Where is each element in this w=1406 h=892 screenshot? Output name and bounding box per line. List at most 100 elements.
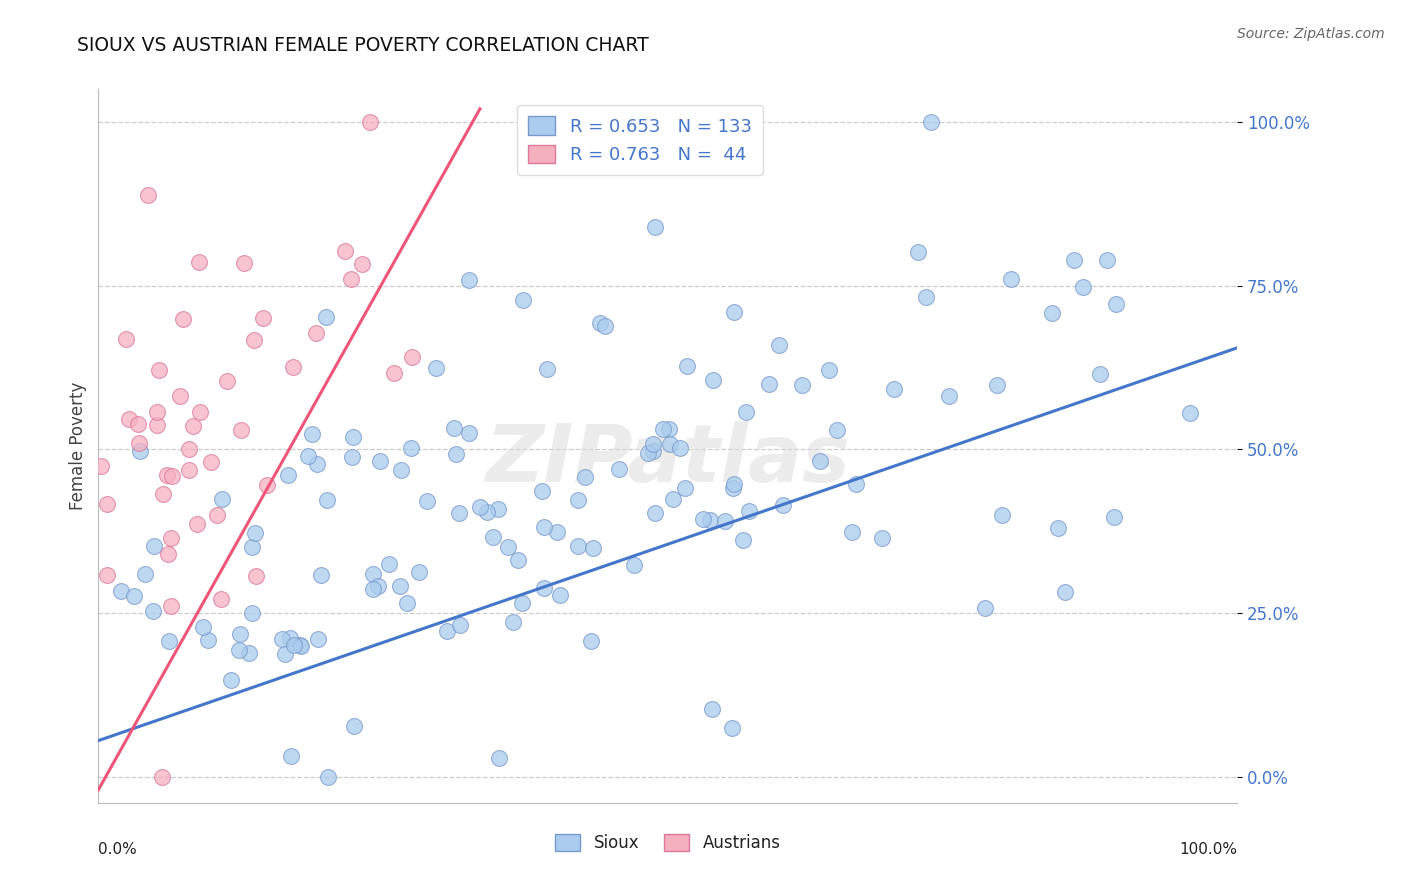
Point <box>359 115 381 129</box>
Point <box>152 487 174 501</box>
Point <box>1071 280 1094 294</box>
Point <box>197 633 219 648</box>
Point <box>96 568 118 582</box>
Point <box>651 422 673 436</box>
Point <box>283 639 305 653</box>
Point <box>361 567 384 582</box>
Point <box>662 492 685 507</box>
Point <box>1047 521 1070 535</box>
Point <box>134 566 156 581</box>
Point <box>1095 253 1118 268</box>
Point <box>1053 585 1076 599</box>
Point <box>209 591 232 606</box>
Point <box>772 498 794 512</box>
Point <box>110 583 132 598</box>
Point <box>367 579 389 593</box>
Point <box>408 565 430 579</box>
Point <box>673 481 696 495</box>
Point <box>641 444 664 458</box>
Point <box>702 372 724 386</box>
Point <box>211 491 233 506</box>
Point <box>449 618 471 632</box>
Point <box>307 457 329 471</box>
Point <box>240 540 263 554</box>
Point <box>883 382 905 396</box>
Point <box>340 450 363 464</box>
Point <box>593 318 616 333</box>
Point <box>669 442 692 456</box>
Point <box>309 568 332 582</box>
Point <box>252 310 274 325</box>
Point <box>425 361 447 376</box>
Point <box>498 541 520 555</box>
Point <box>280 749 302 764</box>
Point <box>245 569 267 583</box>
Point <box>307 632 329 646</box>
Text: 100.0%: 100.0% <box>1180 842 1237 857</box>
Point <box>229 423 252 437</box>
Point <box>457 426 479 441</box>
Point <box>531 484 554 499</box>
Point <box>723 476 745 491</box>
Point <box>157 634 180 648</box>
Point <box>278 632 301 646</box>
Point <box>920 115 942 129</box>
Point <box>546 524 568 539</box>
Point <box>700 702 723 716</box>
Point <box>316 770 339 784</box>
Point <box>271 632 294 647</box>
Point <box>90 458 112 473</box>
Point <box>790 378 813 392</box>
Point <box>242 334 264 348</box>
Point <box>915 290 938 304</box>
Point <box>146 418 169 433</box>
Point <box>315 310 337 324</box>
Point <box>129 443 152 458</box>
Point <box>641 437 664 451</box>
Point <box>758 376 780 391</box>
Point <box>470 500 492 514</box>
Point <box>128 436 150 450</box>
Point <box>274 648 297 662</box>
Point <box>991 508 1014 523</box>
Point <box>395 596 418 610</box>
Point <box>136 188 159 202</box>
Point <box>907 245 929 260</box>
Point <box>458 273 481 287</box>
Point <box>567 539 589 553</box>
Point <box>735 405 758 419</box>
Point <box>692 512 714 526</box>
Point <box>574 469 596 483</box>
Point <box>1063 252 1085 267</box>
Point <box>115 333 138 347</box>
Point <box>96 497 118 511</box>
Point <box>644 220 666 235</box>
Point <box>181 419 204 434</box>
Point <box>361 582 384 597</box>
Point <box>731 533 754 548</box>
Point <box>288 638 311 652</box>
Point <box>416 493 439 508</box>
Text: Source: ZipAtlas.com: Source: ZipAtlas.com <box>1237 27 1385 41</box>
Point <box>200 455 222 469</box>
Point <box>699 513 721 527</box>
Point <box>243 525 266 540</box>
Point <box>841 524 863 539</box>
Point <box>508 553 530 567</box>
Point <box>188 254 211 268</box>
Point <box>482 530 505 544</box>
Point <box>1000 272 1022 286</box>
Point <box>723 304 745 318</box>
Point <box>186 517 208 532</box>
Point <box>637 445 659 459</box>
Point <box>228 643 250 657</box>
Point <box>340 272 363 286</box>
Point <box>142 539 165 553</box>
Point <box>159 531 181 545</box>
Point <box>142 604 165 618</box>
Point <box>122 589 145 603</box>
Point <box>502 615 524 630</box>
Point <box>486 501 509 516</box>
Point <box>567 492 589 507</box>
Point <box>436 624 458 639</box>
